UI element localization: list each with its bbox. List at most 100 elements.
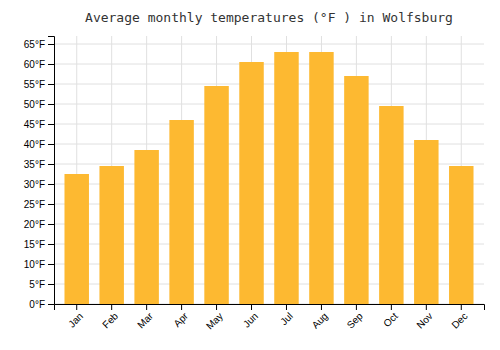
tick-label: Sep <box>345 310 366 331</box>
title: Average monthly temperatures (°F ) in Wo… <box>85 10 453 25</box>
tick-label: 15°F <box>24 239 45 250</box>
tick: 55°F <box>24 79 54 90</box>
tick-mark <box>48 144 54 145</box>
tick-mark <box>146 304 147 310</box>
bar <box>134 150 158 304</box>
tick-mark <box>48 64 54 65</box>
axis-line <box>48 37 55 305</box>
tick: 35°F <box>24 159 54 170</box>
tick-mark <box>48 264 54 265</box>
grid-line <box>54 84 484 85</box>
bar <box>449 166 473 304</box>
grid-line <box>54 44 484 45</box>
tick-label: 30°F <box>24 179 45 190</box>
tick: Mar <box>135 304 155 330</box>
tick-mark <box>48 284 54 285</box>
tick-mark <box>216 304 217 310</box>
tick-label: Dec <box>449 310 469 330</box>
tick-label: 5°F <box>29 279 45 290</box>
tick-mark <box>111 304 112 310</box>
tick-mark <box>356 304 357 310</box>
tick: Sep <box>345 304 366 331</box>
tick: 20°F <box>24 219 54 230</box>
bar <box>274 52 298 304</box>
tick-label: Feb <box>100 310 120 330</box>
tick-label: Apr <box>171 310 190 329</box>
tick-label: 65°F <box>24 39 45 50</box>
tick-label: Aug <box>310 310 330 330</box>
tick-label: May <box>204 310 225 331</box>
tick-mark <box>48 304 54 305</box>
y-axis: 0°F 5°F 10°F 15°F 20°F 25°F 30°F 35°F 40°F 45°F 50… <box>24 37 55 310</box>
tick: Feb <box>100 304 120 330</box>
bars <box>64 52 473 304</box>
bar <box>99 166 123 304</box>
tick: 50°F <box>24 99 54 110</box>
chart-container: Jan Feb Mar Apr May Jun Jul Aug Sep Oct Nov Dec 0°F 5… <box>0 0 500 350</box>
x-axis: Jan Feb Mar Apr May Jun Jul Aug Sep Oct Nov Dec <box>55 304 485 332</box>
tick-mark <box>391 304 392 310</box>
tick-mark <box>426 304 427 310</box>
bar <box>414 140 438 304</box>
tick: 10°F <box>24 259 54 270</box>
tick-mark <box>321 304 322 310</box>
tick: 15°F <box>24 239 54 250</box>
tick: 25°F <box>24 199 54 210</box>
tick-mark <box>251 304 252 310</box>
tick-label: 40°F <box>24 139 45 150</box>
bar <box>379 106 403 304</box>
tick-mark <box>48 104 54 105</box>
tick: Oct <box>381 304 400 329</box>
tick: Jan <box>66 304 85 330</box>
bar <box>344 76 368 304</box>
tick-label: 55°F <box>24 79 45 90</box>
tick: Jul <box>278 304 295 327</box>
tick-mark <box>48 224 54 225</box>
tick-mark <box>48 44 54 45</box>
tick-mark <box>181 304 182 310</box>
tick: 45°F <box>24 119 54 130</box>
tick-label: Jul <box>278 310 295 327</box>
bar <box>239 62 263 304</box>
tick-label: Mar <box>135 310 155 330</box>
tick-label: 10°F <box>24 259 45 270</box>
tick-label: 50°F <box>24 99 45 110</box>
tick-label: Oct <box>381 310 400 329</box>
tick-mark <box>461 304 462 310</box>
grid-line <box>54 64 484 65</box>
tick: Jun <box>241 304 260 330</box>
tick: 5°F <box>29 279 54 290</box>
tick: Nov <box>414 304 434 331</box>
tick-mark <box>76 304 77 310</box>
tick-label: Nov <box>414 310 434 330</box>
tick-label: 25°F <box>24 199 45 210</box>
bar <box>204 86 228 304</box>
tick: Aug <box>310 304 330 331</box>
tick-label: Jan <box>66 310 85 329</box>
tick-label: 20°F <box>24 219 45 230</box>
tick-label: 35°F <box>24 159 45 170</box>
tick-mark <box>48 244 54 245</box>
tick: 30°F <box>24 179 54 190</box>
chart: Jan Feb Mar Apr May Jun Jul Aug Sep Oct Nov Dec 0°F 5… <box>0 0 500 350</box>
tick-mark <box>286 304 287 310</box>
tick-mark <box>48 164 54 165</box>
tick-label: Jun <box>241 310 260 329</box>
tick: 60°F <box>24 59 54 70</box>
bar <box>309 52 333 304</box>
tick-mark <box>48 84 54 85</box>
bar <box>169 120 193 304</box>
grid-line <box>54 104 484 105</box>
tick: Dec <box>449 304 469 331</box>
grid-line <box>54 124 484 125</box>
bar <box>64 174 88 304</box>
tick: 0°F <box>29 299 54 310</box>
tick: 40°F <box>24 139 54 150</box>
tick-label: 60°F <box>24 59 45 70</box>
tick-mark <box>48 124 54 125</box>
tick-mark <box>48 184 54 185</box>
tick: 65°F <box>24 39 54 50</box>
tick: May <box>204 304 225 332</box>
axis-line <box>55 305 485 311</box>
grid <box>54 36 484 304</box>
